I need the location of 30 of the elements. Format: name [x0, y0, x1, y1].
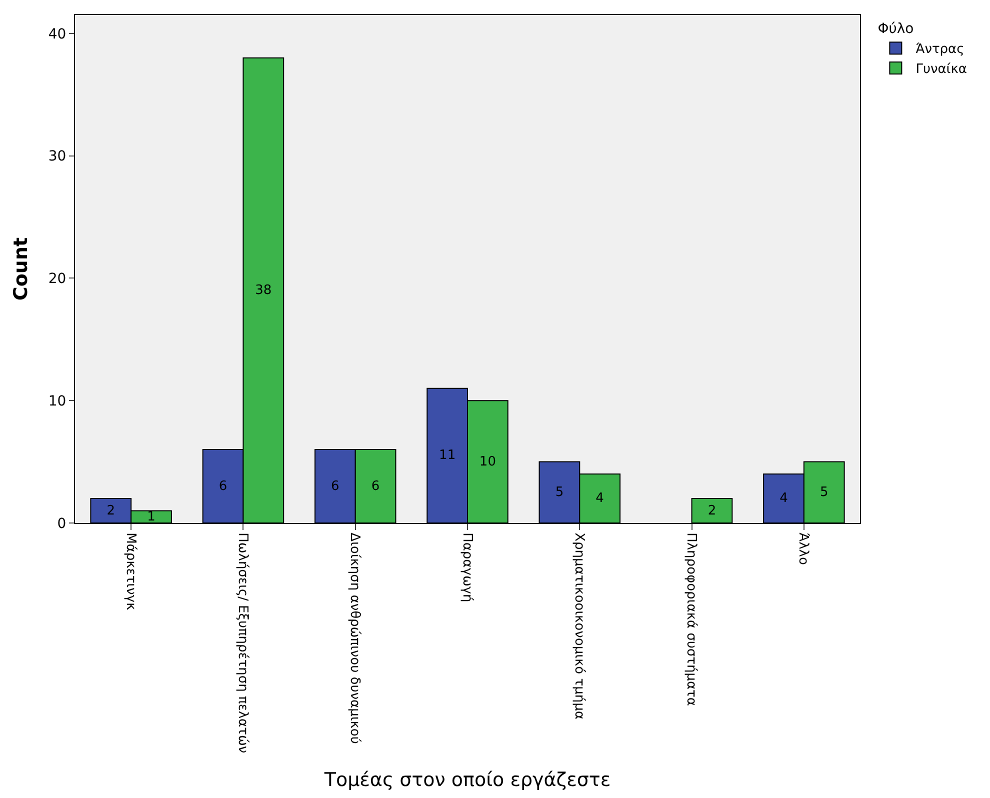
y-tick-label: 40 — [48, 26, 66, 42]
y-tick-label: 30 — [48, 148, 66, 165]
x-tick-label: Μάρκετινγκ — [122, 532, 138, 611]
data-label: 6 — [331, 478, 340, 494]
data-label: 4 — [596, 491, 604, 506]
x-tick-label: Χρηματικοοικονομικό τμήμα — [571, 532, 586, 720]
x-tick-label: Διοίκηση ανθρώπινου δυναμικού — [347, 532, 362, 744]
data-label: 11 — [439, 448, 456, 464]
legend-label: Άντρας — [916, 42, 964, 58]
data-label: 38 — [255, 282, 272, 298]
y-tick-label: 20 — [48, 271, 66, 288]
y-tick-label: 0 — [57, 516, 66, 532]
x-tick-label: Πωλήσεις/ Εξυπηρέτηση πελατών — [234, 532, 250, 754]
legend-label: Γυναίκα — [916, 62, 967, 78]
data-label: 1 — [147, 509, 156, 524]
data-label: 5 — [820, 484, 828, 500]
data-label: 2 — [106, 503, 116, 518]
data-label: 6 — [218, 478, 228, 494]
data-label: 2 — [708, 503, 716, 518]
data-label: 5 — [555, 484, 564, 500]
y-tick-label: 10 — [48, 393, 66, 410]
x-tick-label: Άλλο — [796, 532, 811, 565]
x-tick-label: Παραγωγή — [459, 532, 474, 602]
y-axis-title: Count — [10, 237, 32, 301]
x-axis-title: Τομέας στον οποίο εργάζεστε — [323, 768, 611, 791]
data-label: 6 — [371, 478, 380, 494]
data-label: 4 — [780, 491, 788, 506]
data-label: 10 — [479, 454, 496, 470]
legend-title: Φύλο — [878, 21, 914, 38]
x-tick-label: Πληροφοριακά συστήματα — [684, 532, 699, 706]
